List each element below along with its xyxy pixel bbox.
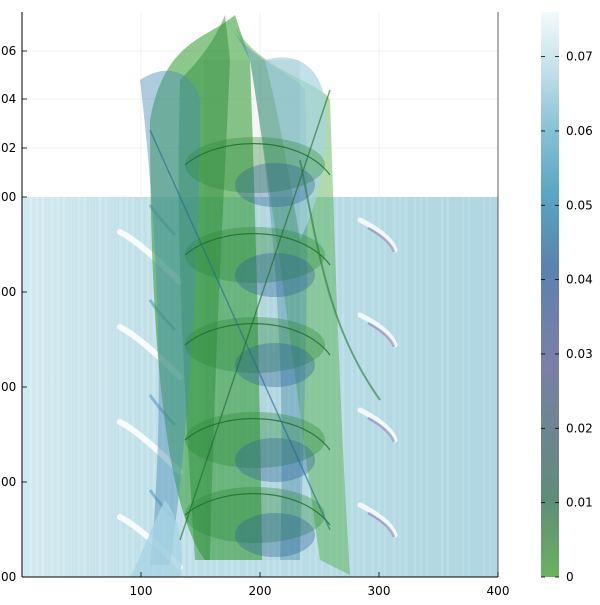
surface-sheet-light-bottom [130,500,182,577]
wave-wisps [117,204,398,570]
helix-band [185,227,325,283]
y-tick-label: 00 [1,190,16,204]
colorbar-tick-label: 0.03 [566,347,593,361]
colorbar: 0 0.01 0.02 0.03 0.04 0.05 0.06 0.07 [541,12,593,584]
colorbar-tick-label: 0 [566,570,574,584]
wave-wisp-right [357,407,398,443]
colorbar-tick-label: 0.02 [566,421,593,435]
wave-wisp-right-inner [367,511,396,538]
y-tick-label: 02 [1,141,16,155]
y-tick-label: 00 [1,380,16,394]
wave-wisp-right-inner [367,226,396,253]
helix-edge [184,323,331,356]
surface-layer [22,15,498,577]
ribbon-edge [149,129,331,531]
ribbon-edge [179,89,331,541]
ribbon-edge [299,159,381,401]
helix-band [185,137,325,193]
colorbar-tick-label: 0.06 [566,124,593,138]
colorbar-tick-label: 0.04 [566,273,593,287]
helix-band-shadow [235,343,315,387]
colorbar-tick-label: 0.01 [566,496,593,510]
helix-band-shadow [235,513,315,557]
helix-band [185,317,325,373]
plot-area: 100 200 300 400 06 04 02 00 00 00 00 00 [1,12,509,598]
wave-wisp-right [357,217,398,253]
helix-band [185,487,325,543]
helix-edge [184,418,331,451]
wave-wisp-right-inner [367,416,396,443]
helix-band [185,412,325,468]
x-tick-label: 300 [368,584,391,598]
y-tick-label: 00 [1,285,16,299]
surface-sheet-light-top [265,57,327,240]
surface-sheet-green-left [178,15,230,560]
x-tick-label: 200 [249,584,272,598]
helix-edge [184,143,331,176]
wave-wisp-right [357,312,398,348]
colorbar-tick-label: 0.07 [566,50,593,64]
y-tick-label: 06 [1,44,16,58]
helix-edge [184,233,331,266]
wave-wisp-right-inner [367,321,396,348]
x-axis-ticks: 100 200 300 400 [130,572,510,598]
y-axis-ticks: 06 04 02 00 00 00 00 00 [1,44,27,584]
surface-sheets [130,15,381,577]
wave-wisp-right [357,502,398,538]
x-tick-label: 100 [130,584,153,598]
x-tick-label: 400 [487,584,510,598]
colorbar-tick-label: 0.05 [566,198,593,212]
colorbar-gradient [541,12,559,577]
surface-sheet-blue-left [140,70,200,565]
helix-band-shadow [235,438,315,482]
colorbar-ticks: 0 0.01 0.02 0.03 0.04 0.05 0.06 0.07 [541,50,593,584]
helix-edge [184,493,331,526]
y-tick-label: 04 [1,92,16,106]
y-tick-label: 00 [1,570,16,584]
y-tick-label: 00 [1,475,16,489]
helix-band-shadow [235,253,315,297]
